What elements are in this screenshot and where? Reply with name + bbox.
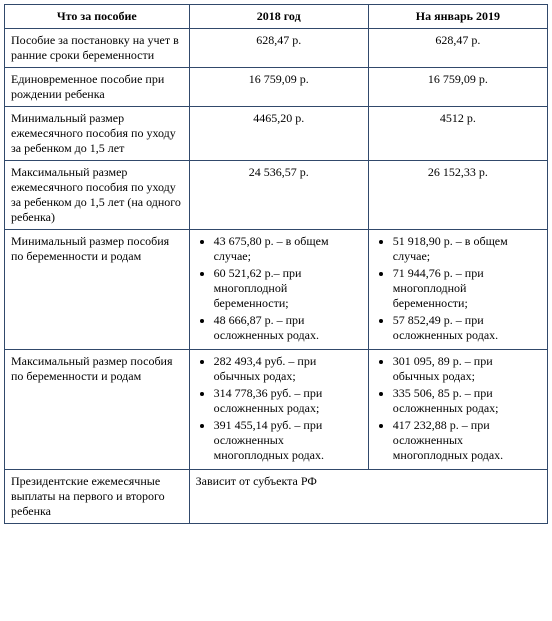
cell-2018: 16 759,09 р. [189,68,368,107]
header-2019: На январь 2019 [368,5,547,29]
cell-2019: 628,47 р. [368,29,547,68]
cell-2018: 43 675,80 р. – в общем случае; 60 521,62… [189,230,368,350]
table-row: Минимальный размер ежемесячного пособия … [5,107,548,161]
cell-label: Пособие за постановку на учет в ранние с… [5,29,190,68]
cell-label: Максимальный размер пособия по беременно… [5,350,190,470]
list-item: 417 232,88 р. – при осложненных многопло… [393,418,541,463]
table-header-row: Что за пособие 2018 год На январь 2019 [5,5,548,29]
value-list: 51 918,90 р. – в общем случае; 71 944,76… [375,234,541,343]
table-row: Максимальный размер ежемесячного пособия… [5,161,548,230]
cell-2019: 16 759,09 р. [368,68,547,107]
table-row: Минимальный размер пособия по беременнос… [5,230,548,350]
list-item: 51 918,90 р. – в общем случае; [393,234,541,264]
list-item: 282 493,4 руб. – при обычных родах; [214,354,362,384]
value-list: 301 095, 89 р. – при обычных родах; 335 … [375,354,541,463]
cell-2019: 51 918,90 р. – в общем случае; 71 944,76… [368,230,547,350]
cell-2019: 4512 р. [368,107,547,161]
cell-2018: 628,47 р. [189,29,368,68]
cell-2018: 282 493,4 руб. – при обычных родах; 314 … [189,350,368,470]
cell-label: Президентские ежемесячные выплаты на пер… [5,470,190,524]
header-2018: 2018 год [189,5,368,29]
benefits-table: Что за пособие 2018 год На январь 2019 П… [4,4,548,524]
list-item: 60 521,62 р.– при многоплодной беременно… [214,266,362,311]
list-item: 301 095, 89 р. – при обычных родах; [393,354,541,384]
cell-2018: 4465,20 р. [189,107,368,161]
cell-label: Минимальный размер ежемесячного пособия … [5,107,190,161]
value-list: 282 493,4 руб. – при обычных родах; 314 … [196,354,362,463]
value-list: 43 675,80 р. – в общем случае; 60 521,62… [196,234,362,343]
header-benefit: Что за пособие [5,5,190,29]
table-row: Президентские ежемесячные выплаты на пер… [5,470,548,524]
cell-label: Максимальный размер ежемесячного пособия… [5,161,190,230]
list-item: 391 455,14 руб. – при осложненных многоп… [214,418,362,463]
cell-merged: Зависит от субъекта РФ [189,470,547,524]
list-item: 43 675,80 р. – в общем случае; [214,234,362,264]
cell-2018: 24 536,57 р. [189,161,368,230]
list-item: 335 506, 85 р. – при осложненных родах; [393,386,541,416]
list-item: 71 944,76 р. – при многоплодной беременн… [393,266,541,311]
cell-label: Минимальный размер пособия по беременнос… [5,230,190,350]
list-item: 314 778,36 руб. – при осложненных родах; [214,386,362,416]
cell-2019: 26 152,33 р. [368,161,547,230]
list-item: 57 852,49 р. – при осложненных родах. [393,313,541,343]
cell-label: Единовременное пособие при рождении ребе… [5,68,190,107]
list-item: 48 666,87 р. – при осложненных родах. [214,313,362,343]
table-row: Максимальный размер пособия по беременно… [5,350,548,470]
cell-2019: 301 095, 89 р. – при обычных родах; 335 … [368,350,547,470]
table-row: Пособие за постановку на учет в ранние с… [5,29,548,68]
table-row: Единовременное пособие при рождении ребе… [5,68,548,107]
